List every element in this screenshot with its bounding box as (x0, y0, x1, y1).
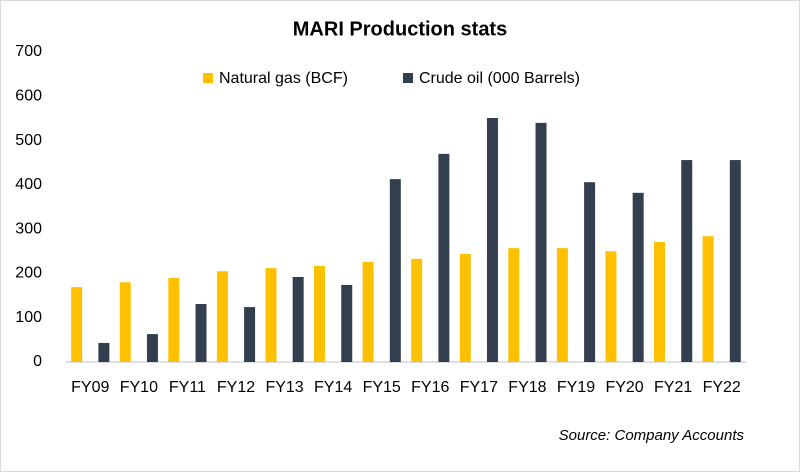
bar (168, 277, 180, 362)
x-tick-label: FY20 (605, 379, 643, 396)
x-tick-label: FY12 (217, 379, 255, 396)
legend-swatch (203, 73, 213, 83)
bar (411, 258, 423, 362)
x-tick-label: FY14 (314, 379, 352, 396)
bar (146, 334, 158, 362)
x-tick-label: FY15 (363, 379, 401, 396)
bar (535, 122, 547, 362)
bar (508, 248, 520, 362)
bar (244, 307, 256, 362)
y-tick-label: 500 (15, 132, 42, 149)
bar (216, 271, 228, 362)
bar (265, 268, 277, 362)
bar (119, 282, 131, 362)
chart-title: MARI Production stats (293, 18, 507, 40)
bar (681, 160, 693, 362)
bar (98, 342, 110, 362)
bar (292, 276, 304, 362)
y-tick-label: 700 (15, 43, 42, 60)
x-tick-label: FY19 (557, 379, 595, 396)
bar (389, 179, 401, 362)
y-tick-label: 200 (15, 265, 42, 282)
bar (556, 248, 568, 362)
bar (584, 182, 596, 362)
bar (654, 241, 666, 362)
x-tick-label: FY16 (411, 379, 449, 396)
bar (459, 253, 471, 362)
x-tick-label: FY18 (508, 379, 546, 396)
y-tick-label: 400 (15, 176, 42, 193)
x-tick-label: FY21 (654, 379, 692, 396)
bar (341, 284, 353, 362)
y-tick-label: 600 (15, 88, 42, 105)
x-tick-label: FY17 (460, 379, 498, 396)
x-tick-label: FY11 (169, 379, 206, 396)
legend-label: Natural gas (BCF) (219, 70, 348, 87)
bar (605, 251, 617, 362)
legend-swatch (403, 73, 413, 83)
y-tick-label: 0 (33, 353, 42, 370)
bar (729, 160, 741, 362)
bar (702, 236, 714, 362)
x-tick-label: FY22 (703, 379, 741, 396)
source-note: Source: Company Accounts (559, 427, 745, 444)
bar (632, 192, 644, 362)
bar (71, 287, 83, 362)
bar (438, 153, 450, 362)
bar (195, 303, 207, 362)
x-tick-label: FY13 (265, 379, 303, 396)
x-tick-label: FY09 (71, 379, 109, 396)
legend-label: Crude oil (000 Barrels) (419, 70, 580, 87)
bar (362, 261, 374, 362)
bar (314, 265, 326, 362)
bar (486, 117, 498, 362)
x-tick-label: FY10 (120, 379, 158, 396)
y-tick-label: 100 (15, 309, 42, 326)
y-tick-label: 300 (15, 220, 42, 237)
